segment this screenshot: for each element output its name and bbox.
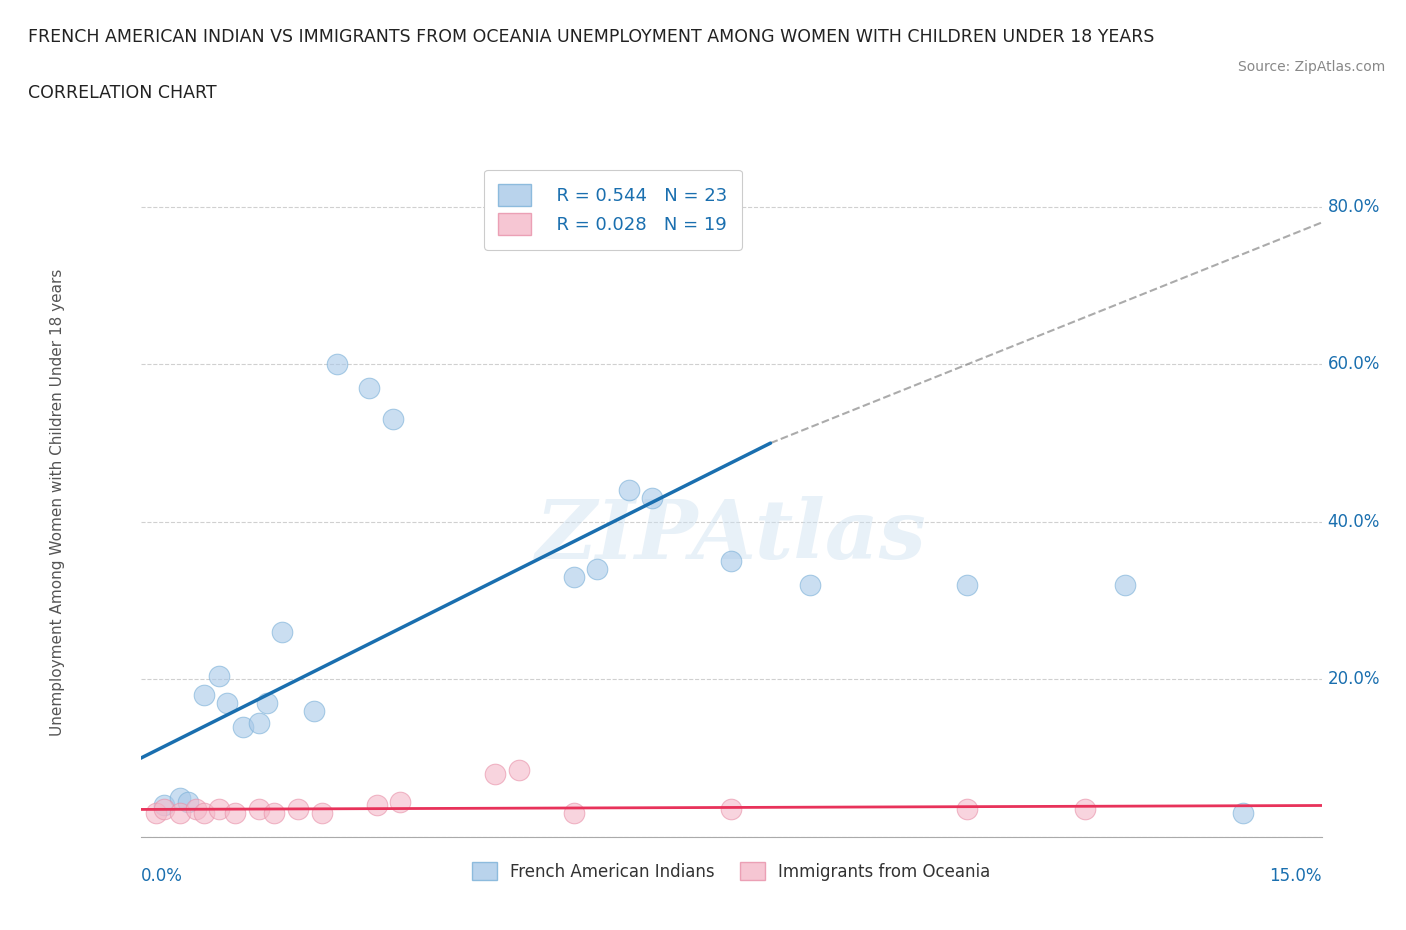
Point (169, 806, 191, 821)
Text: 80.0%: 80.0% (1327, 198, 1379, 216)
Point (263, 806, 285, 821)
Text: Unemployment Among Women with Children Under 18 years: Unemployment Among Women with Children U… (51, 269, 66, 736)
Point (247, 715, 270, 730)
Point (217, 696, 239, 711)
Point (271, 625, 294, 640)
Point (153, 802, 176, 817)
Point (1074, 802, 1097, 817)
Text: 15.0%: 15.0% (1270, 867, 1322, 885)
Point (720, 554, 742, 569)
Point (153, 798, 176, 813)
Text: CORRELATION CHART: CORRELATION CHART (28, 84, 217, 101)
Text: FRENCH AMERICAN INDIAN VS IMMIGRANTS FROM OCEANIA UNEMPLOYMENT AMONG WOMEN WITH : FRENCH AMERICAN INDIAN VS IMMIGRANTS FRO… (28, 28, 1154, 46)
Point (193, 806, 215, 821)
Point (208, 802, 231, 817)
Text: 40.0%: 40.0% (1327, 512, 1379, 531)
Point (366, 798, 388, 813)
Point (641, 491, 664, 506)
Text: 20.0%: 20.0% (1327, 671, 1381, 688)
Legend:   R = 0.544   N = 23,   R = 0.028   N = 19: R = 0.544 N = 23, R = 0.028 N = 19 (484, 170, 742, 250)
Point (326, 357, 349, 372)
Point (586, 562, 609, 577)
Text: ZIPAtlas: ZIPAtlas (536, 496, 927, 576)
Point (720, 802, 742, 817)
Point (169, 790, 191, 805)
Point (208, 668, 231, 683)
Point (1232, 806, 1254, 821)
Point (562, 569, 585, 584)
Point (389, 794, 412, 809)
Point (256, 696, 278, 711)
Point (311, 806, 333, 821)
Point (956, 802, 979, 817)
Point (617, 483, 640, 498)
Point (232, 719, 254, 734)
Point (357, 380, 380, 395)
Point (193, 688, 215, 703)
Point (184, 802, 207, 817)
Text: 0.0%: 0.0% (141, 867, 183, 885)
Point (484, 766, 506, 781)
Point (508, 763, 530, 777)
Point (177, 794, 200, 809)
Point (1114, 578, 1136, 592)
Point (799, 578, 821, 592)
Point (224, 806, 246, 821)
Text: 60.0%: 60.0% (1327, 355, 1379, 373)
Point (956, 578, 979, 592)
Point (562, 806, 585, 821)
Point (381, 412, 404, 427)
Text: Source: ZipAtlas.com: Source: ZipAtlas.com (1237, 60, 1385, 74)
Point (287, 802, 309, 817)
Point (302, 703, 325, 718)
Point (247, 802, 270, 817)
Point (145, 806, 167, 821)
